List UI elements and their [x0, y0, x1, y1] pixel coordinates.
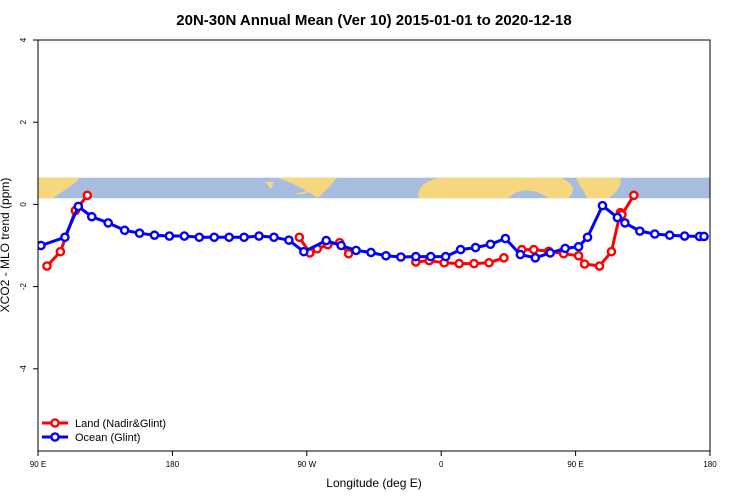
map-land-2 [418, 177, 573, 199]
series-1-point-0-4 [103, 218, 113, 228]
x-tick-label-2: 90 W [297, 460, 316, 469]
series-1-point-0-1 [60, 232, 70, 243]
series-1-point-0-3 [86, 211, 97, 222]
series-1-point-0-7 [149, 230, 160, 241]
series-0-point-0-3 [82, 190, 93, 201]
series-1-point-0-24 [411, 251, 421, 262]
series-1-point-0-37 [597, 200, 608, 211]
x-tick-label-4: 90 E [567, 460, 583, 469]
series-1-point-0-19 [336, 240, 346, 251]
series-1-point-0-16 [284, 235, 294, 245]
map-land-3 [575, 177, 621, 199]
map-land-4 [294, 188, 316, 195]
series-0-point-3-7 [606, 246, 617, 257]
series-1-point-0-25 [425, 251, 436, 262]
series-1-point-0-0 [38, 240, 46, 251]
y-tick-label-3: -2 [19, 282, 28, 290]
series-1-point-0-13 [239, 232, 249, 243]
series-0-point-1-0 [294, 232, 305, 243]
series-1-point-0-32 [530, 253, 541, 263]
y-tick-label-1: 2 [19, 119, 28, 124]
series-0-point-4-1 [629, 190, 639, 201]
series-1-point-0-12 [224, 232, 234, 243]
series-0-point-0-1 [55, 246, 66, 257]
y-axis-label: XCO2 - MLO trend (ppm) [0, 178, 12, 313]
series-1-point-0-45 [699, 231, 709, 242]
series-layer [38, 190, 709, 271]
map-land-5 [264, 181, 274, 189]
plot-frame [37, 39, 711, 452]
x-axis: 90 E 180 90 W 0 90 E 180 [30, 451, 717, 469]
series-1-point-0-20 [351, 245, 361, 256]
series-1-point-0-29 [485, 239, 496, 250]
y-tick-label-2: 0 [19, 202, 28, 207]
series-1-point-0-28 [470, 242, 481, 253]
chart-title: 20N-30N Annual Mean (Ver 10) 2015-01-01 … [176, 12, 571, 29]
map-land-1 [276, 177, 337, 199]
legend-marker-0 [50, 418, 60, 428]
series-1-point-0-43 [679, 231, 690, 241]
series-0-point-3-1 [528, 244, 539, 255]
map-land-0 [38, 177, 80, 199]
series-1-point-0-40 [635, 226, 645, 236]
series-1 [38, 200, 709, 263]
series-1-point-0-11 [209, 232, 220, 243]
series-1-point-0-6 [134, 228, 145, 238]
series-1-point-0-15 [269, 232, 279, 243]
series-1-point-0-34 [560, 243, 570, 254]
legend-label-0: Land (Nadir&Glint) [75, 418, 166, 430]
legend: Land (Nadir&Glint) Ocean (Glint) [42, 418, 166, 444]
series-1-point-0-30 [500, 233, 511, 244]
series-1-point-0-8 [164, 231, 175, 241]
series-1-point-0-14 [254, 231, 264, 241]
series-1-point-0-41 [649, 229, 660, 239]
legend-label-1: Ocean (Glint) [75, 432, 140, 444]
series-1-point-0-18 [321, 235, 332, 246]
series-0-point-2-6 [499, 253, 509, 263]
x-axis-label: Longitude (deg E) [326, 476, 421, 490]
series-1-point-0-31 [515, 249, 526, 260]
series-1-point-0-27 [455, 244, 466, 255]
y-axis: 4 2 0 -2 -4 [19, 37, 38, 372]
series-0-point-1-5 [343, 248, 354, 259]
series-1-point-0-22 [381, 250, 391, 261]
x-tick-label-5: 180 [703, 460, 717, 469]
series-1-point-0-23 [396, 252, 406, 262]
x-tick-label-3: 0 [439, 460, 444, 469]
series-1-point-0-10 [194, 232, 205, 243]
series-1-point-0-26 [440, 251, 451, 262]
series-1-point-0-36 [582, 232, 593, 243]
series-0-point-2-5 [484, 257, 494, 268]
series-0-point-2-4 [469, 258, 479, 269]
y-tick-label-0: 4 [19, 37, 28, 42]
series-1-point-0-2 [73, 201, 84, 212]
x-tick-label-0: 90 E [30, 460, 46, 469]
world-map-strip [38, 177, 710, 199]
series-1-point-0-42 [664, 230, 675, 241]
series-1-point-0-21 [366, 247, 376, 258]
series-1-line-0 [40, 204, 704, 260]
legend-marker-1 [50, 432, 60, 442]
series-1-point-0-9 [179, 231, 190, 241]
series-1-point-0-38 [612, 212, 623, 223]
series-1-point-0-39 [620, 218, 630, 228]
series-0-point-2-3 [454, 258, 464, 269]
series-1-point-0-17 [299, 246, 309, 257]
y-tick-label-4: -4 [19, 365, 28, 373]
series-1-point-0-33 [545, 248, 556, 258]
series-0-point-0-0 [42, 261, 52, 271]
series-0-point-3-6 [594, 261, 605, 271]
series-1-point-0-35 [573, 241, 584, 252]
x-tick-label-1: 180 [166, 460, 180, 469]
series-0-point-3-5 [579, 259, 590, 269]
series-0-point-3-4 [573, 250, 584, 261]
series-1-point-0-5 [119, 225, 130, 236]
